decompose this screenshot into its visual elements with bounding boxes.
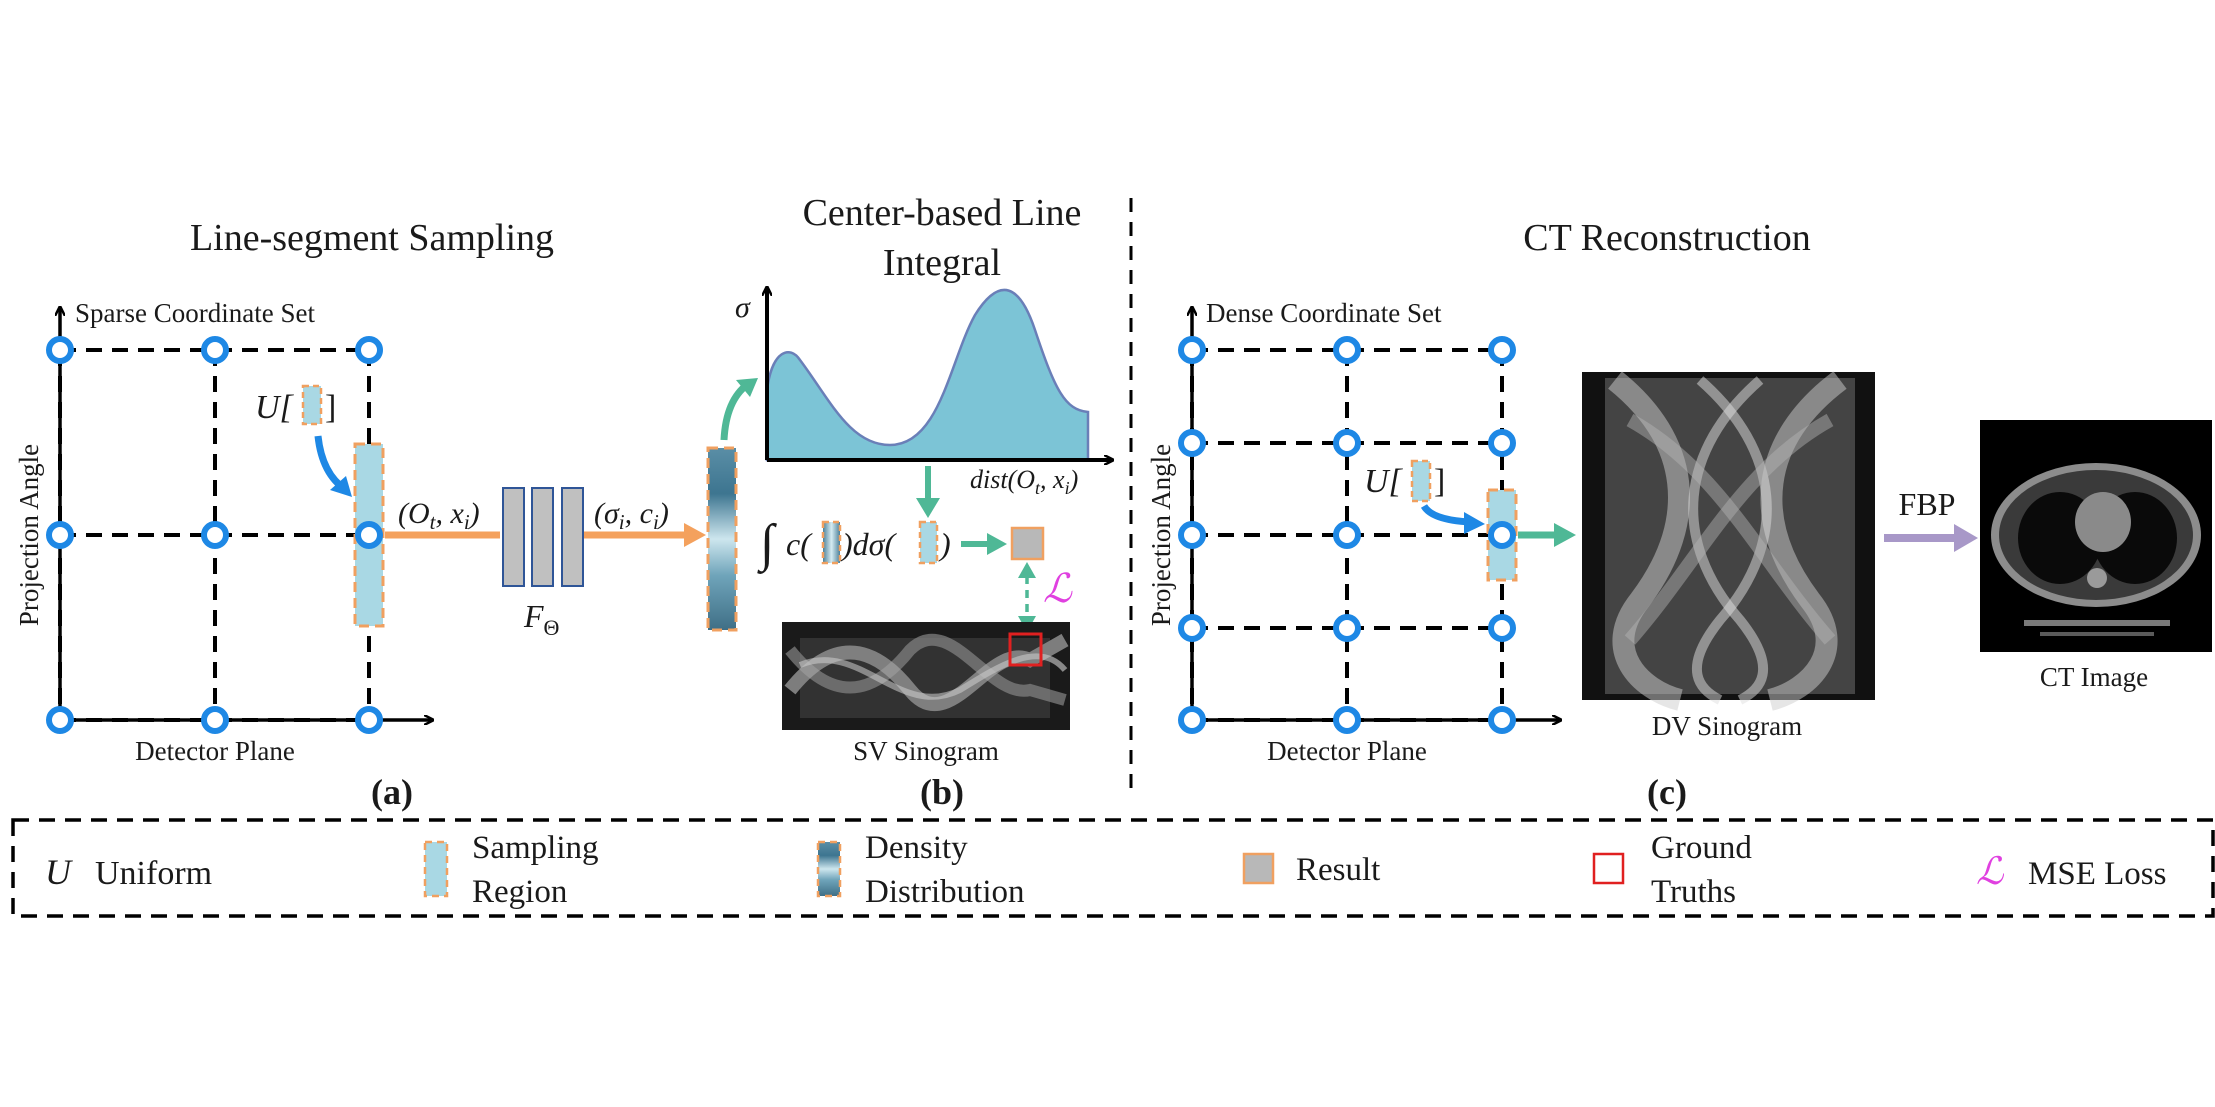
panel-c-title: CT Reconstruction [1523, 217, 1810, 259]
panel-b-integral-region-2 [918, 520, 939, 565]
panel-a-network-label: FΘ [523, 598, 559, 640]
panel-b-integral-close: ) [938, 526, 951, 562]
panel-c-grid-label: Dense Coordinate Set [1206, 298, 1442, 328]
legend-sampling-line2: Region [472, 874, 567, 910]
panel-b-up-arrow [720, 381, 751, 441]
node [1333, 614, 1361, 642]
node [1488, 706, 1516, 734]
panel-a: Line-segment Sampling Sparse Coordinate … [14, 217, 706, 812]
ct-image [1980, 420, 2212, 652]
panel-a-output-label: (σi, ci) [594, 497, 669, 534]
node [201, 706, 229, 734]
legend-density-line2: Distribution [865, 874, 1025, 910]
panel-a-nodes [46, 336, 383, 734]
node [355, 336, 383, 364]
panel-c-x-axis-label: Detector Plane [1267, 736, 1427, 766]
node [1333, 521, 1361, 549]
dv-sinogram-image [1582, 371, 1875, 711]
panel-b-y-axis-label: σ [735, 291, 751, 324]
panel-b-integral-c: c( [786, 526, 813, 562]
panel-a-input-label: (Ot, xi) [398, 497, 480, 534]
legend-sampling-icon [423, 840, 449, 898]
panel-c-uniform-region [1410, 459, 1432, 503]
fbp-label: FBP [1899, 486, 1956, 522]
panel-b: Center-based Line Integral σ dist(Ot, xi… [720, 192, 1112, 812]
panel-a-caption: (a) [371, 772, 413, 812]
node [201, 336, 229, 364]
panel-b-title-line1: Center-based Line [803, 192, 1082, 234]
node [1488, 336, 1516, 364]
legend-result-icon [1242, 852, 1275, 885]
legend-ground-line2: Truths [1651, 874, 1736, 910]
panel-c-caption: (c) [1647, 772, 1687, 812]
panel-c-uniform-close: ] [1434, 463, 1445, 500]
panel-a-uniform-close: ] [325, 389, 336, 426]
sv-sinogram-label: SV Sinogram [853, 736, 999, 766]
panel-c: CT Reconstruction Dense Coordinate Set [1146, 217, 2212, 812]
legend-ground-truth-icon [1592, 852, 1625, 885]
node [201, 521, 229, 549]
node [1333, 336, 1361, 364]
panel-c-uniform-label: U[ [1364, 463, 1404, 500]
panel-b-integral-region-1 [821, 520, 842, 565]
legend-result-text: Result [1296, 852, 1380, 888]
node [1178, 614, 1206, 642]
legend-uniform-symbol: U [45, 852, 73, 892]
panel-a-uniform-region [301, 384, 323, 426]
panel-c-uniform-arrow [1420, 503, 1471, 526]
node [355, 706, 383, 734]
panel-a-x-axis-label: Detector Plane [135, 736, 295, 766]
panel-a-uniform-label: U[ [255, 389, 295, 426]
panel-b-title-line2: Integral [883, 242, 1001, 284]
ground-truth-box [1008, 632, 1043, 667]
panel-a-y-axis-label: Projection Angle [14, 444, 44, 626]
legend: U Uniform Sampling Region Density Distri… [11, 818, 2215, 918]
node [46, 521, 74, 549]
legend-ground-line1: Ground [1651, 830, 1752, 866]
legend-loss-symbol: ℒ [1976, 851, 2005, 893]
panel-a-grid-label: Sparse Coordinate Set [75, 298, 315, 328]
panel-b-x-axis-label: dist(Ot, xi) [970, 465, 1078, 498]
panel-b-integral-symbol: ∫ [757, 515, 777, 574]
node [1333, 706, 1361, 734]
node [355, 521, 383, 549]
ct-image-label: CT Image [2040, 662, 2148, 692]
panel-b-result-box [1010, 526, 1045, 561]
legend-loss-text: MSE Loss [2028, 856, 2166, 892]
sv-sinogram-image [782, 622, 1070, 730]
panel-b-caption: (b) [920, 772, 964, 812]
legend-sampling-line1: Sampling [472, 830, 599, 866]
legend-border [11, 818, 2215, 918]
node [1488, 614, 1516, 642]
node [1178, 429, 1206, 457]
legend-uniform-text: Uniform [95, 855, 212, 892]
node [1488, 429, 1516, 457]
density-curve [765, 288, 1090, 462]
legend-density-icon [816, 840, 842, 898]
density-distribution-bar [706, 446, 738, 632]
legend-density-line1: Density [865, 830, 968, 866]
dv-sinogram-label: DV Sinogram [1652, 711, 1802, 741]
panel-a-network [502, 487, 584, 587]
node [1178, 706, 1206, 734]
panel-c-nodes [1178, 336, 1516, 734]
panel-b-integral-mid: )dσ( [840, 526, 897, 562]
panel-a-title: Line-segment Sampling [190, 217, 554, 259]
node [1488, 521, 1516, 549]
panel-c-y-axis-label: Projection Angle [1146, 444, 1176, 626]
panel-b-loss-symbol: ℒ [1043, 566, 1073, 611]
node [46, 706, 74, 734]
node [1178, 336, 1206, 364]
node [1178, 521, 1206, 549]
node [46, 336, 74, 364]
node [1333, 429, 1361, 457]
